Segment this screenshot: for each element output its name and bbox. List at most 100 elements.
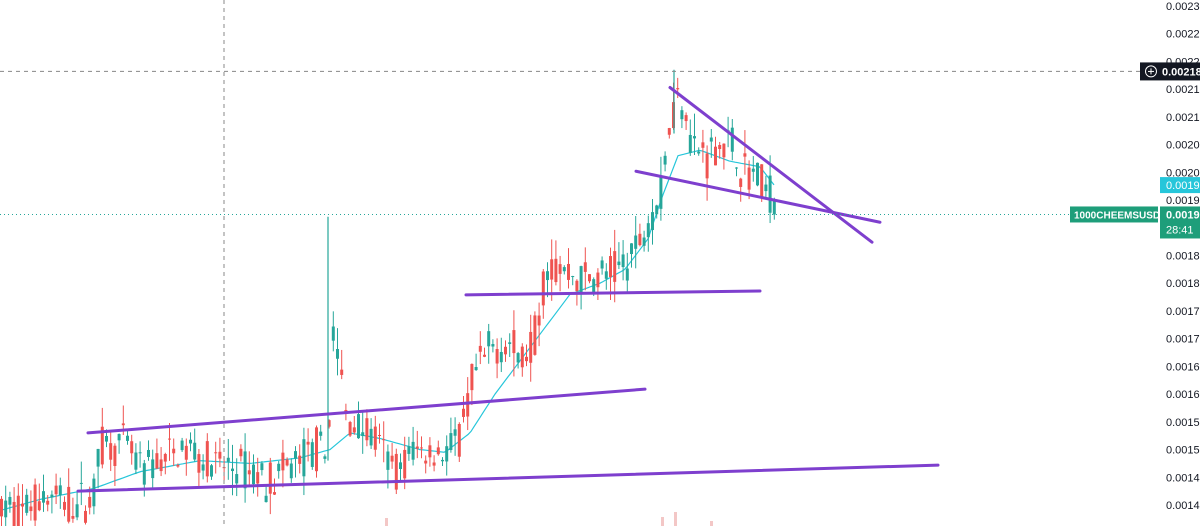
candle — [483, 347, 486, 358]
candle — [168, 422, 171, 461]
candle — [609, 247, 612, 301]
candle — [273, 478, 276, 495]
candle — [159, 447, 163, 477]
candle — [21, 484, 24, 526]
candle — [634, 216, 638, 269]
candle — [214, 441, 218, 474]
candle — [445, 435, 449, 476]
candle — [680, 106, 684, 129]
candle — [550, 239, 554, 301]
candle — [130, 434, 134, 465]
candle — [525, 344, 528, 367]
candle — [520, 343, 524, 377]
price-axis[interactable]: 0.002300.002250.002200.002150.002100.002… — [1166, 1, 1200, 512]
candle — [79, 461, 83, 506]
candle — [352, 415, 356, 435]
candle — [378, 423, 381, 444]
candle — [621, 240, 625, 281]
symbol-label-text: 1000CHEEMSUSDT — [1074, 210, 1166, 221]
price-axis-tick-label: 0.00185 — [1166, 251, 1200, 263]
candle — [357, 401, 360, 439]
candle — [655, 204, 659, 219]
candle — [747, 160, 751, 200]
candle — [58, 477, 62, 509]
candle — [499, 337, 503, 373]
add-alert-icon[interactable] — [1145, 65, 1157, 78]
candle — [109, 430, 113, 472]
trendline[interactable] — [86, 387, 647, 435]
trendline[interactable] — [76, 463, 940, 493]
candle — [760, 164, 764, 202]
candle — [693, 113, 696, 156]
volume-bar — [674, 512, 677, 526]
price-axis-tick-label: 0.00195 — [1166, 195, 1200, 207]
candle — [163, 452, 167, 475]
price-axis-tick-label: 0.00145 — [1166, 472, 1200, 484]
candle — [697, 147, 701, 156]
candle — [558, 255, 562, 292]
moving-average-price-label: 0.00198 — [1160, 177, 1200, 194]
candle — [260, 461, 264, 476]
candle — [327, 419, 331, 429]
candle — [457, 422, 461, 462]
candle — [743, 130, 747, 175]
candle — [369, 418, 373, 449]
candle — [256, 457, 260, 497]
candle — [659, 156, 663, 221]
candle — [667, 127, 671, 139]
candle — [193, 428, 197, 462]
candle — [373, 415, 377, 457]
candle — [361, 411, 365, 454]
candle — [63, 496, 66, 517]
price-axis-tick-label: 0.00175 — [1166, 306, 1200, 318]
candle — [8, 491, 12, 513]
candle — [189, 432, 192, 452]
candle — [235, 458, 239, 497]
candle — [663, 151, 667, 172]
candle — [399, 453, 402, 482]
candle — [571, 275, 575, 286]
candle — [730, 119, 734, 161]
candle — [684, 112, 688, 130]
candle — [239, 444, 243, 462]
candle — [71, 497, 75, 523]
candle — [546, 262, 549, 298]
candle — [583, 247, 587, 291]
candle — [310, 438, 314, 470]
candle — [142, 459, 146, 497]
candles-layer — [0, 69, 776, 526]
candle — [264, 486, 268, 503]
candle — [134, 443, 138, 475]
candle — [487, 323, 491, 364]
candle — [537, 302, 541, 347]
guides-layer — [0, 0, 1160, 526]
moving-average-price-text: 0.00198 — [1166, 180, 1200, 192]
trendline[interactable] — [668, 86, 874, 244]
candle — [298, 444, 302, 474]
candle — [411, 426, 415, 466]
trendline[interactable] — [634, 169, 882, 224]
candle — [306, 428, 310, 462]
candle — [756, 162, 759, 187]
candle — [638, 223, 642, 247]
candle — [16, 483, 20, 526]
candle — [449, 417, 453, 453]
candle — [382, 421, 386, 463]
candle — [205, 433, 209, 483]
candle — [394, 448, 398, 495]
candle — [54, 473, 58, 505]
trendlines-layer[interactable] — [76, 86, 940, 493]
candle — [516, 351, 520, 369]
trendline[interactable] — [464, 289, 762, 297]
candle — [331, 311, 335, 352]
candle — [705, 145, 709, 201]
candle — [100, 407, 104, 469]
volume-bar — [661, 517, 664, 526]
